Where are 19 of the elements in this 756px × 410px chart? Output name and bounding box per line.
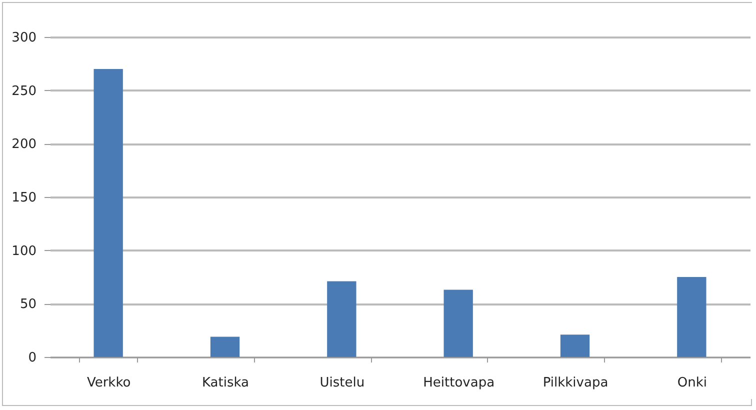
y-tick-label: 300 [12, 30, 36, 46]
x-tick-label: Katiska [202, 376, 250, 390]
bar [327, 281, 356, 357]
bar [94, 69, 123, 357]
y-tick-label: 50 [20, 297, 36, 312]
y-tick-label: 0 [28, 350, 36, 366]
x-tick-label: Uistelu [320, 376, 365, 390]
y-tick-label: 250 [12, 84, 36, 99]
x-tick-label: Pilkkivapa [542, 376, 608, 390]
bar [560, 334, 590, 357]
bar [444, 290, 473, 357]
y-tick-label: 150 [12, 190, 36, 206]
bar [677, 277, 706, 357]
y-tick-label: 100 [12, 244, 36, 259]
x-tick-label: Onki [677, 376, 707, 390]
bar [210, 336, 240, 357]
x-tick-label: Heittovapa [423, 376, 495, 390]
x-tick-label: Verkko [86, 376, 131, 390]
y-tick-label: 200 [12, 137, 36, 152]
